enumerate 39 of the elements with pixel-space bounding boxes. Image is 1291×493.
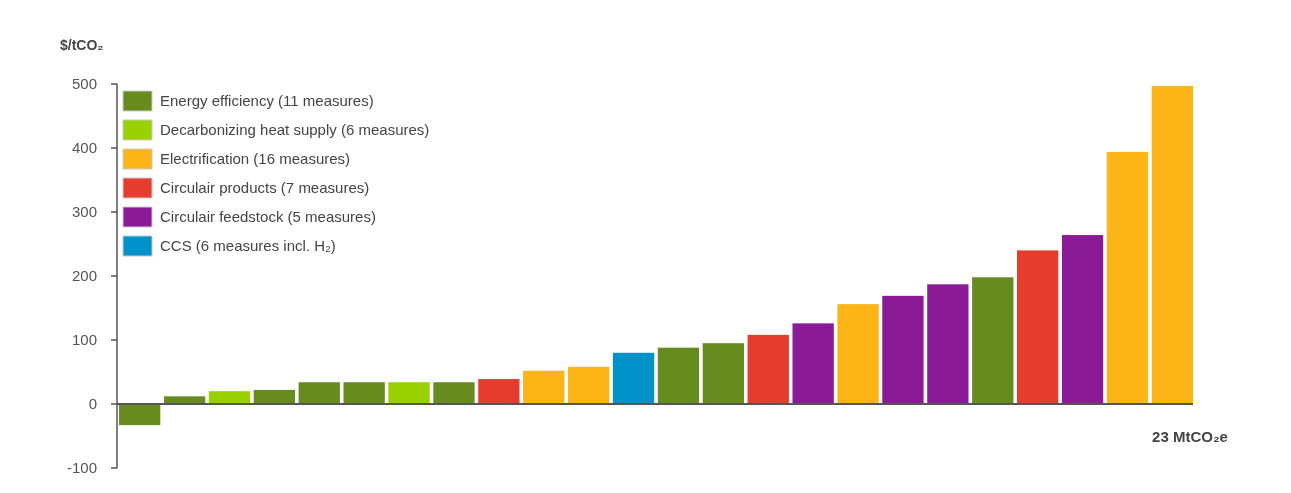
bar [119, 404, 161, 426]
y-tick-label: 300 [71, 203, 97, 221]
bar [253, 389, 296, 404]
bar [343, 382, 385, 404]
legend-label: Circulair products (7 measures) [160, 179, 370, 197]
bar [208, 391, 251, 404]
y-tick-label: 400 [71, 139, 97, 157]
annotation: 23 MtCO₂e [1152, 428, 1228, 445]
bar [702, 343, 744, 404]
legend-label: Decarbonizing heat supply (6 measures) [160, 121, 430, 139]
bar [792, 323, 834, 404]
bar [1061, 235, 1104, 404]
y-tick-label: -100 [66, 459, 97, 477]
bar [837, 304, 879, 404]
bar [523, 370, 565, 404]
bar [478, 379, 520, 404]
y-tick-label: 500 [71, 75, 97, 93]
bar [1151, 85, 1193, 404]
bar [163, 396, 206, 404]
y-tick-label: 200 [71, 267, 97, 285]
legend-label: CCS (6 measures incl. H₂) [160, 237, 336, 255]
bar [1016, 250, 1059, 404]
bar [298, 382, 340, 404]
legend-label: Energy efficiency (11 measures) [160, 92, 374, 110]
bar [433, 382, 475, 404]
legend-label: Electrification (16 measures) [160, 150, 351, 168]
bar [1106, 151, 1149, 404]
bar [882, 295, 924, 404]
bar [388, 382, 430, 404]
bar [927, 284, 969, 404]
bar [747, 334, 789, 404]
bar [972, 277, 1014, 404]
bar [657, 347, 700, 404]
y-tick-label: 0 [88, 395, 97, 413]
legend-label: Circulair feedstock (5 measures) [160, 208, 376, 226]
bar [568, 366, 610, 404]
y-axis-title: $/tCO₂ [60, 37, 104, 53]
bar [612, 352, 655, 404]
y-tick-label: 100 [71, 331, 97, 349]
